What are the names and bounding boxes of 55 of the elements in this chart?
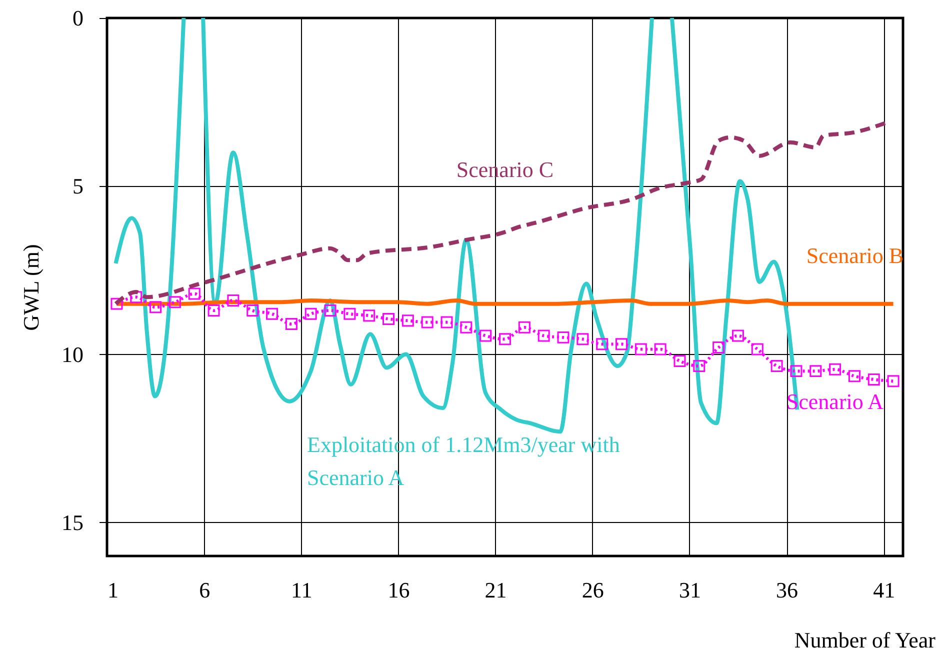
- point: [402, 314, 414, 327]
- x-tick-label: 16: [388, 578, 410, 602]
- x-axis-title: Number of Year: [794, 628, 936, 652]
- point: [596, 338, 608, 350]
- point: [557, 331, 570, 344]
- point: [538, 330, 550, 342]
- point: [712, 342, 725, 354]
- point: [480, 330, 492, 342]
- y-tick-label: 15: [62, 510, 84, 535]
- x-tick-label: 6: [199, 578, 210, 602]
- point: [227, 294, 240, 306]
- point: [829, 363, 842, 376]
- x-tick-label: 1: [108, 578, 118, 602]
- point: [693, 360, 706, 372]
- point: [150, 301, 162, 314]
- y-tick-label: 0: [72, 6, 84, 30]
- point: [421, 316, 434, 328]
- y-axis-title: GWL (m): [18, 244, 44, 331]
- point: [499, 333, 511, 346]
- point: [790, 365, 802, 378]
- x-tick-label: 36: [776, 578, 798, 602]
- point: [324, 304, 336, 317]
- point: [654, 343, 666, 356]
- y-tick-label: 5: [72, 174, 84, 199]
- point: [382, 312, 395, 325]
- x-tick-label: 11: [291, 578, 312, 602]
- point: [168, 296, 181, 308]
- point: [887, 375, 900, 388]
- point: [674, 354, 686, 367]
- x-tick-label: 26: [582, 578, 604, 602]
- point: [208, 304, 220, 317]
- point: [285, 318, 298, 330]
- point: [732, 330, 744, 342]
- point: [440, 316, 453, 328]
- point: [363, 310, 376, 322]
- point: [344, 308, 356, 320]
- point: [615, 338, 628, 350]
- x-tick-label: 41: [873, 578, 896, 602]
- x-tick-label: 31: [678, 578, 701, 602]
- y-tick-label: 10: [62, 342, 84, 367]
- point: [266, 308, 278, 320]
- point: [848, 370, 860, 382]
- point: [868, 373, 880, 386]
- point: [751, 343, 764, 356]
- point: [246, 304, 259, 317]
- point: [770, 360, 783, 372]
- point: [460, 321, 472, 334]
- point: [304, 308, 317, 320]
- point: [518, 321, 530, 334]
- point: [188, 288, 200, 300]
- point: [810, 365, 822, 378]
- x-tick-label: 21: [484, 578, 507, 602]
- point: [110, 298, 123, 310]
- point: [576, 333, 589, 346]
- point: [634, 343, 647, 356]
